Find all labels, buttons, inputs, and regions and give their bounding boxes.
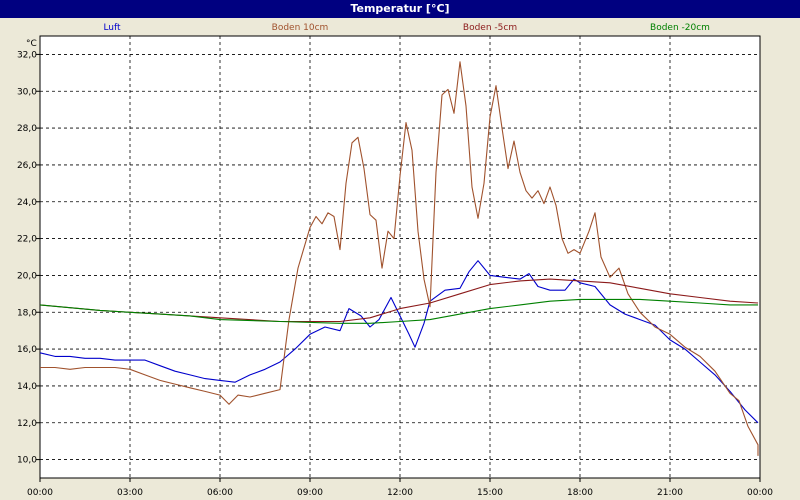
y-tick-label: 14,0 bbox=[17, 382, 37, 392]
y-tick-label: 16,0 bbox=[17, 345, 37, 355]
legend-entry: Luft bbox=[103, 23, 121, 33]
x-tick-time-label: 12:00 bbox=[387, 488, 413, 498]
series-line-1 bbox=[40, 61, 759, 456]
series-lines bbox=[39, 61, 759, 456]
y-tick-label: 30,0 bbox=[17, 87, 37, 97]
series-line-2 bbox=[39, 278, 759, 323]
x-tick-time-label: 03:00 bbox=[117, 488, 143, 498]
x-axis: 00:0006.06.2203:0006.06.2206:0006.06.220… bbox=[27, 478, 773, 498]
series-line-3 bbox=[39, 298, 758, 324]
series-line-0 bbox=[39, 260, 759, 424]
y-tick-label: 24,0 bbox=[17, 198, 37, 208]
y-tick-label: 32,0 bbox=[17, 50, 37, 60]
x-tick-time-label: 09:00 bbox=[297, 488, 323, 498]
x-tick-time-label: 00:00 bbox=[747, 488, 773, 498]
x-tick-time-label: 18:00 bbox=[567, 488, 593, 498]
legend-entry: Boden 10cm bbox=[272, 23, 329, 33]
y-axis: 10,0 12,0 14,0 16,0 18,0 20,0 22,0 24,0 26,0 28,0… bbox=[17, 50, 40, 466]
legend-entry: Boden -5cm bbox=[463, 23, 517, 33]
y-tick-label: 12,0 bbox=[17, 419, 37, 429]
legend-entry: Boden -20cm bbox=[650, 23, 710, 33]
y-tick-label: 10,0 bbox=[17, 456, 37, 466]
chart-title-bar: Temperatur [°C] bbox=[0, 0, 800, 18]
x-tick-time-label: 00:00 bbox=[27, 488, 53, 498]
y-axis-unit-label: °C bbox=[26, 39, 37, 49]
y-tick-label: 26,0 bbox=[17, 161, 37, 171]
y-tick-label: 22,0 bbox=[17, 235, 37, 245]
y-tick-label: 20,0 bbox=[17, 271, 37, 281]
x-tick-time-label: 21:00 bbox=[657, 488, 683, 498]
x-tick-time-label: 15:00 bbox=[477, 488, 503, 498]
legend: Luft Boden 10cm Boden -5cm Boden -20cm bbox=[103, 23, 710, 33]
y-tick-label: 18,0 bbox=[17, 308, 37, 318]
grid-lines bbox=[40, 36, 760, 478]
temperature-chart: 10,0 12,0 14,0 16,0 18,0 20,0 22,0 24,0 26,0 28,0… bbox=[17, 23, 773, 498]
y-tick-label: 28,0 bbox=[17, 124, 37, 134]
chart-title: Temperatur [°C] bbox=[350, 2, 450, 15]
x-tick-time-label: 06:00 bbox=[207, 488, 233, 498]
